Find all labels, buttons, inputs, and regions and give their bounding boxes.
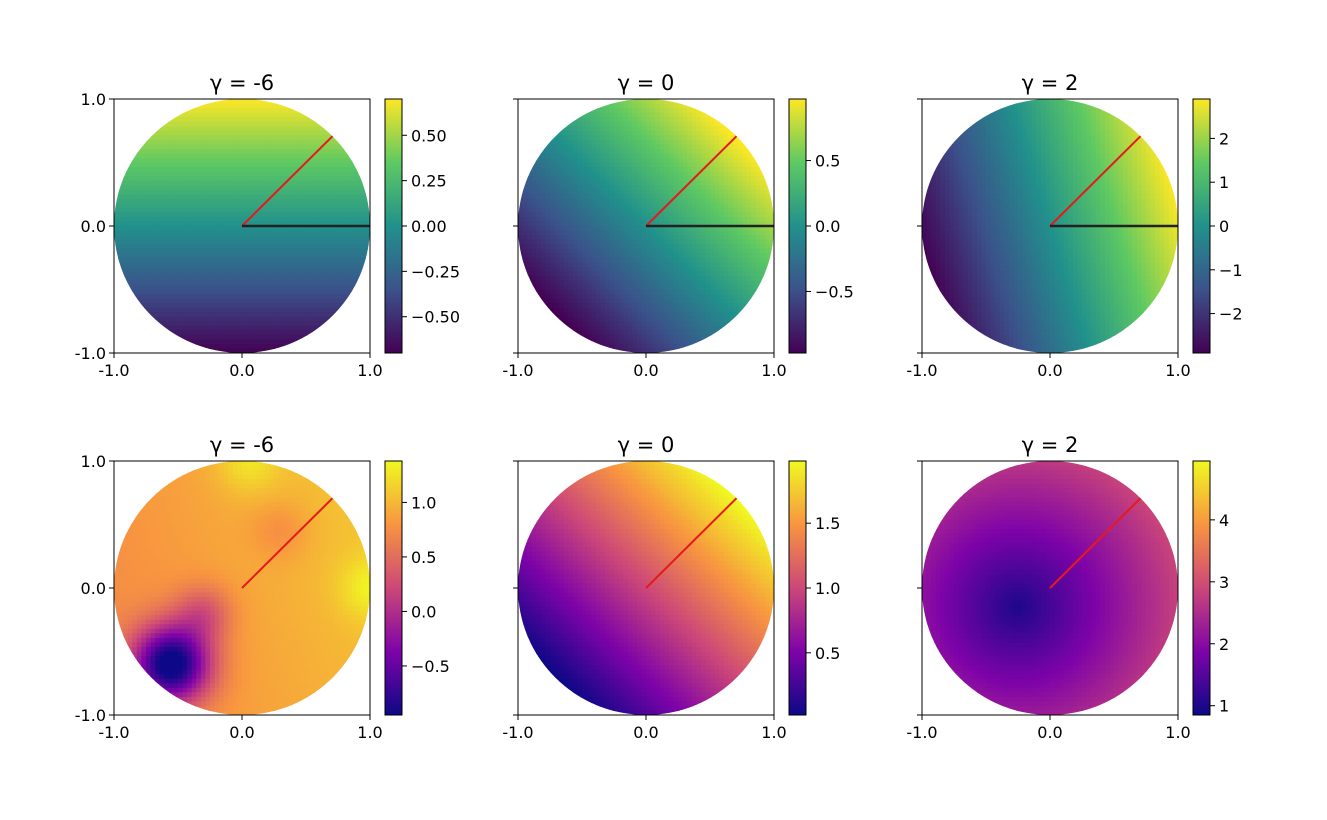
- colorbar-tick-label: 0.5: [411, 548, 436, 567]
- y-tick-label: -1.0: [75, 344, 106, 363]
- x-tick-label: -1.0: [98, 723, 129, 742]
- heatmap-field: [922, 461, 1178, 715]
- x-tick-label: 1.0: [761, 723, 786, 742]
- colorbar-tick-label: 1.0: [815, 579, 840, 598]
- y-tick-label: 0.0: [81, 579, 106, 598]
- colorbar-tick-label: −2: [1219, 305, 1243, 324]
- colorbar: [788, 460, 807, 716]
- x-tick-label: 0.0: [1037, 361, 1062, 380]
- colorbar-tick-label: −0.50: [411, 308, 460, 327]
- colorbar-tick-label: −0.5: [815, 282, 854, 301]
- heatmap-field: [518, 461, 774, 715]
- x-tick-label: 0.0: [633, 723, 658, 742]
- colorbar-tick-label: 1: [1219, 697, 1229, 716]
- colorbar-tick-label: 0.5: [815, 152, 840, 171]
- x-tick-label: 0.0: [229, 723, 254, 742]
- x-tick-label: 0.0: [633, 361, 658, 380]
- x-tick-label: 0.0: [229, 361, 254, 380]
- colorbar-tick-label: 1: [1219, 173, 1229, 192]
- x-tick-label: -1.0: [98, 361, 129, 380]
- colorbar-tick-label: −0.25: [411, 262, 460, 281]
- x-tick-label: -1.0: [502, 361, 533, 380]
- heatmap-field: [518, 99, 774, 353]
- y-tick-label: 1.0: [81, 90, 106, 109]
- colorbar-tick-label: 4: [1219, 511, 1229, 530]
- colorbar-tick-label: 1.0: [411, 493, 436, 512]
- x-tick-label: 1.0: [1165, 361, 1190, 380]
- colorbar: [384, 98, 403, 354]
- colorbar-tick-label: 0.00: [411, 217, 447, 236]
- chart-title: γ = 0: [618, 433, 675, 457]
- colorbar-tick-label: 1.5: [815, 514, 840, 533]
- colorbar-tick-label: −1: [1219, 261, 1243, 280]
- colorbar-tick-label: 3: [1219, 573, 1229, 592]
- colorbar-tick-label: −0.5: [411, 657, 450, 676]
- colorbar-tick-label: 0.0: [815, 217, 840, 236]
- chart-title: γ = 2: [1022, 71, 1079, 95]
- colorbar-tick-label: 0.25: [411, 172, 447, 191]
- panel-5: γ = 0 -1.0 0.0 1.0 1.5 1.0 0.5: [502, 433, 840, 742]
- y-tick-label: 0.0: [81, 217, 106, 236]
- chart-title: γ = 0: [618, 71, 675, 95]
- colorbar-tick-label: 2: [1219, 129, 1229, 148]
- x-tick-label: 1.0: [761, 361, 786, 380]
- colorbar-tick-label: 0.0: [411, 602, 436, 621]
- overlay-line-1: [241, 497, 334, 589]
- chart-title: γ = -6: [210, 433, 274, 457]
- colorbar-tick-label: 0: [1219, 217, 1229, 236]
- overlay-line-1: [1049, 497, 1142, 589]
- x-tick-label: 1.0: [357, 723, 382, 742]
- colorbar: [384, 460, 403, 716]
- chart-title: γ = -6: [210, 71, 274, 95]
- overlay-line-1: [1049, 135, 1142, 227]
- x-tick-label: -1.0: [906, 723, 937, 742]
- x-tick-label: 0.0: [1037, 723, 1062, 742]
- colorbar: [1192, 98, 1211, 354]
- x-tick-label: 1.0: [357, 361, 382, 380]
- panels: γ = -6-1.0 0.0 1.01.00.0-1.00.500.250.00−0…: [75, 71, 1243, 742]
- colorbar-tick-label: 2: [1219, 635, 1229, 654]
- overlay-line-1: [645, 497, 738, 589]
- panel-6: γ = 2 -1.0 0.0 1.0 4 3 2 1: [906, 433, 1229, 742]
- x-tick-label: -1.0: [502, 723, 533, 742]
- chart-title: γ = 2: [1022, 433, 1079, 457]
- heatmap-field: [114, 461, 370, 715]
- colorbar: [788, 98, 807, 354]
- panel-4: γ = -6 -1.0 0.0 1.0 1.0 0.0 -1.0 1.0 0.5 0.0 −0.5: [75, 433, 450, 742]
- panel-2: γ = 0 -1.0 0.0 1.0 0.5 0.0 −0.5: [502, 71, 853, 380]
- x-tick-label: -1.0: [906, 361, 937, 380]
- x-tick-label: 1.0: [1165, 723, 1190, 742]
- colorbar: [1192, 460, 1211, 716]
- colorbar-tick-label: 0.50: [411, 126, 447, 145]
- y-tick-label: 1.0: [81, 452, 106, 471]
- overlay-line-1: [241, 135, 334, 227]
- overlay-line-1: [645, 135, 738, 227]
- colorbar-tick-label: 0.5: [815, 644, 840, 663]
- y-tick-label: -1.0: [75, 706, 106, 725]
